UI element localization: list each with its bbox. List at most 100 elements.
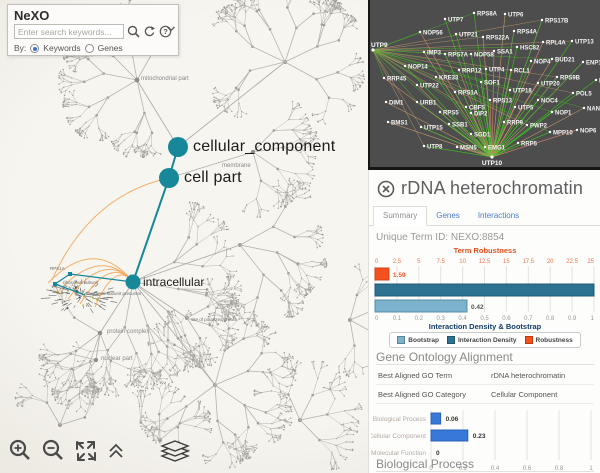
gene-node[interactable]	[536, 81, 540, 85]
gene-label[interactable]: RPS17B	[545, 19, 569, 25]
gene-label[interactable]: RPS13	[493, 99, 513, 105]
gene-hub-node[interactable]	[371, 48, 375, 52]
gene-node[interactable]	[503, 12, 507, 16]
gene-node[interactable]	[418, 30, 422, 34]
gene-label[interactable]: RPS4A	[517, 30, 538, 36]
gene-label[interactable]: BUD21	[555, 58, 575, 64]
search-input[interactable]	[14, 24, 124, 39]
gene-hub-node[interactable]	[490, 155, 494, 159]
gene-node[interactable]	[443, 17, 447, 21]
gene-node[interactable]	[508, 88, 512, 92]
gene-node[interactable]	[536, 98, 540, 102]
zoom-in-button[interactable]	[8, 438, 34, 464]
help-icon[interactable]: ?	[159, 25, 172, 38]
collapse-up-icon[interactable]	[107, 443, 125, 459]
gene-hub-label[interactable]: UTP10	[482, 160, 503, 167]
gene-label[interactable]: SOF1	[484, 81, 500, 87]
gene-node[interactable]	[550, 57, 554, 61]
gene-node[interactable]	[570, 39, 574, 43]
refresh-icon[interactable]	[143, 25, 156, 38]
gene-node[interactable]	[438, 110, 442, 114]
gene-label[interactable]: EMG1	[488, 146, 506, 152]
gene-label[interactable]: UTP21	[459, 33, 478, 39]
gene-label[interactable]: UTP7	[448, 18, 464, 24]
radio-keywords[interactable]	[30, 43, 40, 53]
close-icon[interactable]	[377, 180, 395, 198]
search-icon[interactable]	[127, 25, 140, 38]
gene-node[interactable]	[541, 40, 545, 44]
gene-label[interactable]: UTP15	[424, 126, 443, 132]
gene-node[interactable]	[529, 59, 533, 63]
gene-node[interactable]	[415, 83, 419, 87]
gene-label[interactable]: RPS5	[443, 111, 459, 117]
gene-node[interactable]	[469, 132, 473, 136]
gene-label[interactable]: RPL4A	[546, 41, 566, 47]
gene-node[interactable]	[415, 100, 419, 104]
tab-genes[interactable]: Genes	[436, 211, 460, 220]
gene-node[interactable]	[403, 64, 407, 68]
gene-label[interactable]: RRP9	[507, 121, 524, 127]
node-label-protein-complex[interactable]: protein complex	[107, 329, 150, 335]
gene-node[interactable]	[492, 49, 496, 53]
gene-label[interactable]: BMS1	[391, 121, 408, 127]
gene-node[interactable]	[483, 145, 487, 149]
gene-label[interactable]: MPP10	[553, 131, 573, 137]
gene-node[interactable]	[571, 91, 575, 95]
zoom-out-button[interactable]	[41, 438, 67, 464]
gene-node[interactable]	[457, 68, 461, 72]
gene-hub-label[interactable]: UTP9	[371, 42, 388, 49]
gene-node[interactable]	[488, 98, 492, 102]
radio-genes[interactable]	[84, 43, 94, 53]
gene-node[interactable]	[512, 29, 516, 33]
gene-label[interactable]: RPS22A	[486, 36, 510, 42]
gene-label[interactable]: MSN5	[460, 146, 477, 152]
gene-node[interactable]	[453, 90, 457, 94]
gene-node[interactable]	[419, 125, 423, 129]
gene-label[interactable]: RRP12	[462, 69, 482, 75]
gene-label[interactable]: ENP1	[586, 61, 600, 67]
gene-node[interactable]	[469, 52, 473, 56]
gene-label[interactable]: SSB1	[452, 123, 468, 129]
gene-label[interactable]: NOP14	[408, 65, 428, 71]
node-label-ribosomal-subunit[interactable]: ribosomal subunit	[63, 280, 99, 285]
gene-label[interactable]: URB1	[420, 101, 437, 107]
gene-label[interactable]: DIM1	[389, 101, 404, 107]
gene-label[interactable]: CBF5	[469, 106, 485, 112]
gene-label[interactable]: UTP13	[575, 40, 594, 46]
gene-node[interactable]	[386, 120, 390, 124]
gene-node[interactable]	[509, 68, 513, 72]
gene-label[interactable]: UTP6	[508, 13, 524, 19]
gene-label[interactable]: NOP6	[580, 129, 597, 135]
gene-node[interactable]	[481, 35, 485, 39]
gene-label[interactable]: IMP3	[427, 51, 442, 57]
gene-node[interactable]	[422, 144, 426, 148]
node-label-intracellular[interactable]: intracellular	[143, 275, 205, 289]
node-label-site-of-polarized-growth[interactable]: site of polarized growth	[191, 317, 238, 322]
gene-label[interactable]: UTP20	[541, 82, 560, 88]
gene-node[interactable]	[469, 111, 473, 115]
gene-node[interactable]	[575, 128, 579, 132]
gene-node[interactable]	[443, 52, 447, 56]
fit-view-button[interactable]	[74, 439, 98, 463]
gene-label[interactable]: RRP45	[387, 77, 407, 83]
gene-node[interactable]	[502, 120, 506, 124]
gene-label[interactable]: RRP5	[521, 142, 538, 148]
gene-node[interactable]	[548, 130, 552, 134]
gene-node[interactable]	[382, 76, 386, 80]
gene-node[interactable]	[479, 80, 483, 84]
chevron-down-icon[interactable]	[166, 25, 176, 33]
gene-node[interactable]	[516, 141, 520, 145]
gene-label[interactable]: UTP18	[513, 89, 532, 95]
gene-label[interactable]: NOP58	[474, 53, 494, 59]
gene-node[interactable]	[434, 75, 438, 79]
gene-node[interactable]	[464, 105, 468, 109]
gene-label[interactable]: UTP4	[489, 68, 505, 74]
gene-node[interactable]	[513, 105, 517, 109]
gene-node[interactable]	[550, 110, 554, 114]
node-label-cell-part[interactable]: cell part	[184, 169, 242, 186]
gene-label[interactable]: NOP56	[423, 31, 443, 37]
gene-label[interactable]: UTP5	[518, 106, 534, 112]
gene-node[interactable]	[484, 67, 488, 71]
gene-label[interactable]: NOP1	[555, 111, 572, 117]
gene-label[interactable]: NAN1	[587, 107, 600, 113]
